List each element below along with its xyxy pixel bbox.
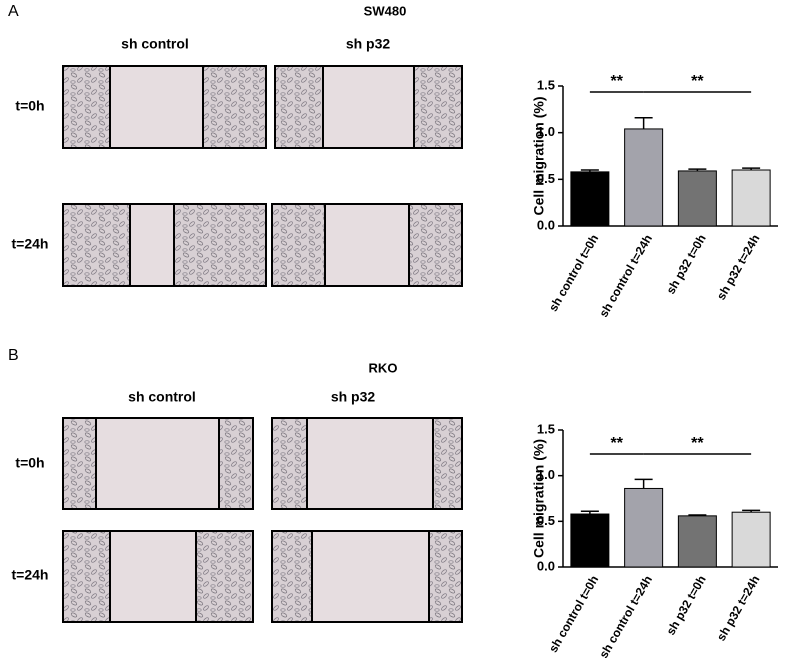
y-tick-label: 1.5 bbox=[537, 77, 555, 92]
y-tick-label: 0.0 bbox=[537, 217, 555, 232]
error-bar bbox=[688, 168, 707, 171]
significance-label: ** bbox=[691, 73, 704, 90]
error-bar bbox=[580, 169, 599, 172]
x-tick-label: sh p32 t=24h bbox=[714, 573, 763, 643]
x-tick-label: sh control t=0h bbox=[546, 232, 601, 314]
row-label: t=24h bbox=[12, 236, 49, 252]
y-tick-label: 1.0 bbox=[537, 467, 555, 482]
y-tick-label: 1.0 bbox=[537, 124, 555, 139]
y-axis-label: Cell migration (%) bbox=[531, 439, 547, 558]
scratch-area bbox=[96, 418, 219, 509]
bar bbox=[677, 170, 717, 227]
scratch-area bbox=[130, 204, 174, 286]
x-tick-label: sh control t=0h bbox=[546, 573, 601, 655]
x-tick-label: sh p32 t=0h bbox=[663, 232, 708, 296]
panel-label: B bbox=[8, 347, 19, 364]
column-label: sh control bbox=[128, 389, 196, 405]
significance-label: ** bbox=[691, 435, 704, 452]
bar bbox=[624, 128, 664, 227]
column-label: sh control bbox=[121, 36, 189, 52]
micrograph-frame bbox=[62, 65, 267, 149]
micrograph-frame bbox=[271, 417, 463, 510]
micrograph-frame bbox=[271, 530, 463, 623]
bar bbox=[570, 513, 610, 568]
row-label: t=0h bbox=[15, 455, 44, 471]
bar bbox=[731, 169, 771, 227]
x-tick-label: sh p32 t=24h bbox=[714, 232, 763, 302]
scratch-area bbox=[312, 531, 429, 622]
row-label: t=0h bbox=[15, 98, 44, 114]
bar bbox=[731, 511, 771, 568]
error-bar bbox=[742, 167, 761, 170]
panel-title: RKO bbox=[369, 360, 398, 375]
micrograph-frame bbox=[62, 203, 267, 287]
micrograph-frame bbox=[271, 203, 463, 287]
scratch-area bbox=[110, 66, 203, 148]
y-axis-label: Cell migration (%) bbox=[531, 96, 547, 215]
y-tick-label: 1.5 bbox=[537, 421, 555, 436]
y-tick-label: 0.5 bbox=[537, 171, 555, 186]
y-tick-label: 0.5 bbox=[537, 513, 555, 528]
error-bar bbox=[634, 478, 653, 489]
column-label: sh p32 bbox=[331, 389, 376, 405]
bar bbox=[677, 515, 717, 568]
micrograph-frame bbox=[62, 530, 254, 623]
micrograph-frame bbox=[62, 417, 254, 510]
micrograph-frame bbox=[274, 65, 463, 149]
bar bbox=[624, 487, 664, 568]
error-bar bbox=[742, 509, 761, 513]
scratch-area bbox=[325, 204, 409, 286]
significance-label: ** bbox=[611, 73, 624, 90]
row-label: t=24h bbox=[12, 567, 49, 583]
x-tick-label: sh control t=24h bbox=[596, 573, 655, 659]
column-label: sh p32 bbox=[346, 36, 391, 52]
panel-label: A bbox=[8, 3, 19, 20]
error-bar bbox=[688, 514, 707, 516]
y-tick-label: 0.0 bbox=[537, 558, 555, 573]
scratch-area bbox=[110, 531, 196, 622]
scratch-area bbox=[307, 418, 433, 509]
scratch-area bbox=[323, 66, 414, 148]
significance-label: ** bbox=[611, 435, 624, 452]
error-bar bbox=[580, 510, 599, 515]
error-bar bbox=[634, 116, 653, 129]
x-tick-label: sh control t=24h bbox=[596, 232, 655, 320]
bar bbox=[570, 171, 610, 227]
panel-title: SW480 bbox=[364, 3, 407, 18]
x-tick-label: sh p32 t=0h bbox=[663, 573, 708, 637]
